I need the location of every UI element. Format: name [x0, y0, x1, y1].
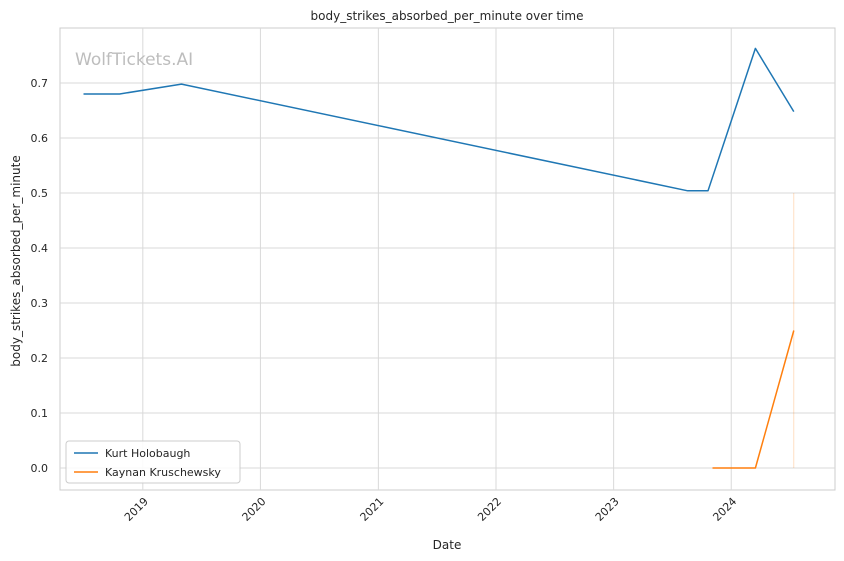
- x-tick-label: 2020: [240, 495, 269, 524]
- legend-label-kurt-holobaugh: Kurt Holobaugh: [105, 447, 190, 460]
- chart-title: body_strikes_absorbed_per_minute over ti…: [311, 9, 584, 23]
- series-lines: [83, 47, 795, 469]
- watermark: WolfTickets.AI: [75, 50, 193, 70]
- grid-lines: [60, 28, 835, 490]
- series-line-kurt-holobaugh: [83, 47, 795, 192]
- x-tick-label: 2023: [593, 495, 622, 524]
- y-tick-label: 0.1: [31, 407, 49, 420]
- legend-box: [65, 440, 241, 484]
- series-line-kaynan-kruschewsky: [712, 330, 795, 469]
- x-tick-label: 2022: [475, 495, 504, 524]
- y-tick-label: 0.3: [31, 297, 49, 310]
- x-tick-label: 2024: [710, 495, 739, 524]
- y-axis-label: body_strikes_absorbed_per_minute: [9, 155, 23, 366]
- x-axis-label: Date: [433, 538, 462, 552]
- y-tick-label: 0.2: [31, 352, 49, 365]
- y-tick-label: 0.0: [31, 462, 49, 475]
- x-tick-label: 2021: [358, 495, 387, 524]
- y-tick-label: 0.5: [31, 187, 49, 200]
- legend-label-kaynan-kruschewsky: Kaynan Kruschewsky: [105, 466, 221, 479]
- x-tick-labels: 2019 2020 2021 2022 2023 2024: [122, 495, 739, 524]
- x-tick-label: 2019: [122, 495, 151, 524]
- y-tick-label: 0.6: [31, 132, 49, 145]
- plot-area: [59, 27, 836, 491]
- y-tick-label: 0.7: [31, 77, 49, 90]
- y-tick-label: 0.4: [31, 242, 49, 255]
- y-tick-labels: 0.0 0.1 0.2 0.3 0.4 0.5 0.6 0.7: [31, 77, 49, 475]
- legend: Kurt Holobaugh Kaynan Kruschewsky: [65, 440, 241, 484]
